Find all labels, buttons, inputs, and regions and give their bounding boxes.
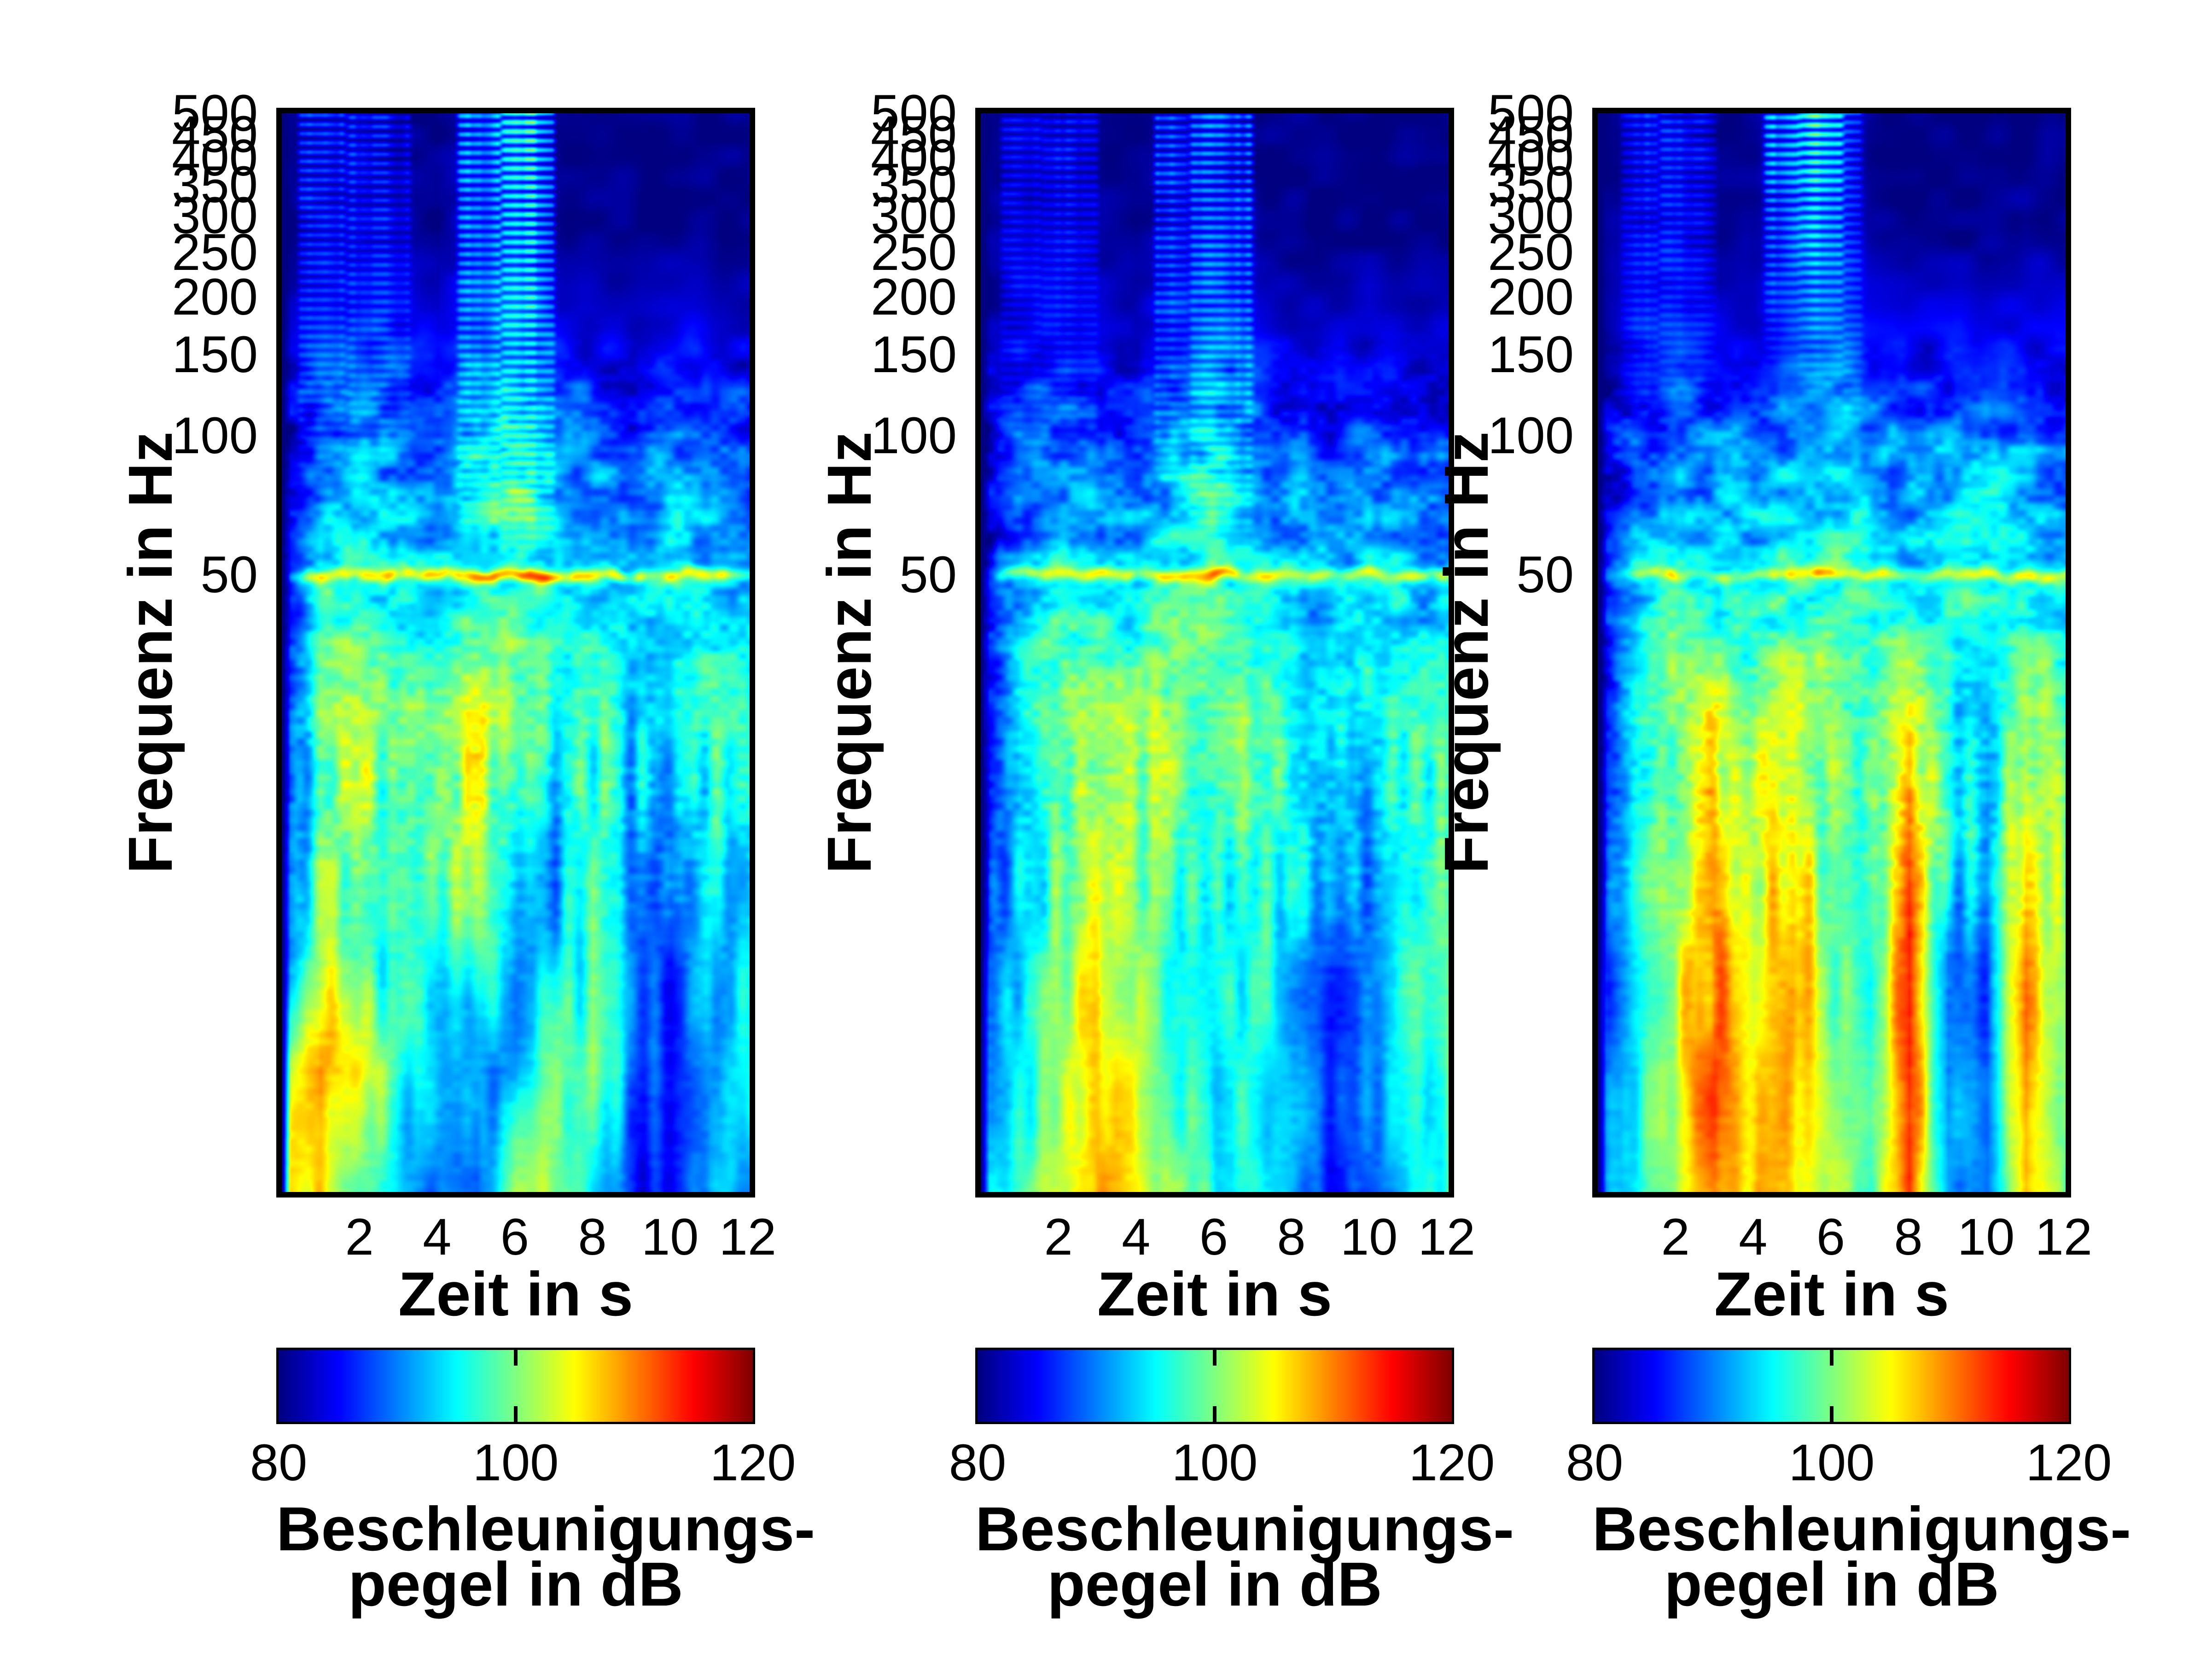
x-tick-label: 12 [2035,1208,2093,1266]
x-tick-label: 12 [1418,1208,1476,1266]
spectrogram-plot [276,108,755,1198]
y-tick-label: 250 [172,223,258,281]
colorbar-tick-100-bottom [1213,1406,1217,1422]
y-tick-label: 200 [871,268,957,326]
y-tick-label: 100 [172,407,258,465]
y-tick-label: 450 [172,105,258,163]
y-tick-label: 100 [871,407,957,465]
y-tick-label: 500 [871,84,957,142]
colorbar-gradient-canvas [1595,1350,2069,1422]
y-tick-label: 300 [871,187,957,245]
colorbar-tick-label: 100 [472,1434,559,1491]
colorbar-tick-label: 120 [1409,1434,1495,1491]
y-tick-label: 400 [1488,129,1574,187]
y-tick-label: 50 [899,546,957,604]
x-tick-label: 2 [1661,1208,1690,1266]
spectrogram-plot [1592,108,2071,1198]
y-tick-label: 350 [172,156,258,214]
colorbar [975,1348,1454,1424]
x-tick-label: 4 [423,1208,452,1266]
y-tick-label: 300 [172,187,258,245]
x-axis-label: Zeit in s [1714,1259,1950,1329]
colorbar [276,1348,755,1424]
colorbar-tick-label: 120 [710,1434,796,1491]
colorbar-tick-label: 80 [250,1434,308,1491]
y-tick-label: 50 [200,546,258,604]
y-tick-label: 450 [1488,105,1574,163]
x-tick-label: 2 [345,1208,374,1266]
colorbar-caption-line2: pegel in dB [348,1549,683,1619]
colorbar-tick-label: 80 [1566,1434,1624,1491]
x-tick-label: 6 [1816,1208,1845,1266]
spectrogram-plot [975,108,1454,1198]
x-tick-label: 10 [1957,1208,2015,1266]
y-tick-label: 500 [1488,84,1574,142]
x-tick-label: 12 [719,1208,777,1266]
y-tick-label: 200 [172,268,258,326]
colorbar-caption-line2: pegel in dB [1047,1549,1382,1619]
spectrogram-heatmap-canvas [1598,113,2066,1192]
y-tick-label: 450 [871,105,957,163]
y-tick-label: 500 [172,84,258,142]
x-tick-label: 4 [1739,1208,1768,1266]
y-tick-label: 50 [1516,546,1574,604]
colorbar-caption-line1: Beschleunigungs- [276,1494,815,1564]
colorbar-gradient-canvas [978,1350,1452,1422]
x-tick-label: 8 [1277,1208,1306,1266]
y-tick-label: 200 [1488,268,1574,326]
y-tick-label: 400 [172,129,258,187]
x-tick-label: 10 [641,1208,699,1266]
colorbar-tick-100-top [1213,1350,1217,1366]
x-tick-label: 6 [1199,1208,1228,1266]
y-tick-label: 300 [1488,187,1574,245]
x-axis-label: Zeit in s [398,1259,634,1329]
colorbar-tick-label: 120 [2026,1434,2112,1491]
x-tick-label: 6 [500,1208,530,1266]
colorbar-tick-label: 100 [1788,1434,1875,1491]
colorbar-tick-100-top [1830,1350,1834,1366]
x-tick-label: 2 [1044,1208,1073,1266]
colorbar [1592,1348,2071,1424]
y-tick-label: 150 [172,325,258,383]
x-tick-label: 10 [1340,1208,1398,1266]
x-tick-label: 8 [578,1208,607,1266]
y-tick-label: 250 [871,223,957,281]
x-tick-label: 4 [1122,1208,1151,1266]
colorbar-tick-100-top [514,1350,518,1366]
y-axis-label: Frequenz in Hz [815,431,884,874]
y-tick-label: 350 [871,156,957,214]
x-tick-label: 8 [1894,1208,1923,1266]
x-axis-label: Zeit in s [1097,1259,1333,1329]
y-tick-label: 400 [871,129,957,187]
y-axis-label: Frequenz in Hz [116,431,185,874]
colorbar-tick-100-bottom [514,1406,518,1422]
y-tick-label: 100 [1488,407,1574,465]
y-axis-label: Frequenz in Hz [1432,431,1501,874]
spectrogram-heatmap-canvas [282,113,750,1192]
colorbar-caption-line2: pegel in dB [1664,1549,1999,1619]
spectrogram-heatmap-canvas [981,113,1449,1192]
colorbar-tick-label: 80 [949,1434,1007,1491]
colorbar-tick-label: 100 [1171,1434,1258,1491]
colorbar-tick-100-bottom [1830,1406,1834,1422]
y-tick-label: 150 [1488,325,1574,383]
y-tick-label: 250 [1488,223,1574,281]
colorbar-caption-line1: Beschleunigungs- [975,1494,1514,1564]
colorbar-gradient-canvas [279,1350,753,1422]
colorbar-caption-line1: Beschleunigungs- [1592,1494,2131,1564]
y-tick-label: 350 [1488,156,1574,214]
y-tick-label: 150 [871,325,957,383]
